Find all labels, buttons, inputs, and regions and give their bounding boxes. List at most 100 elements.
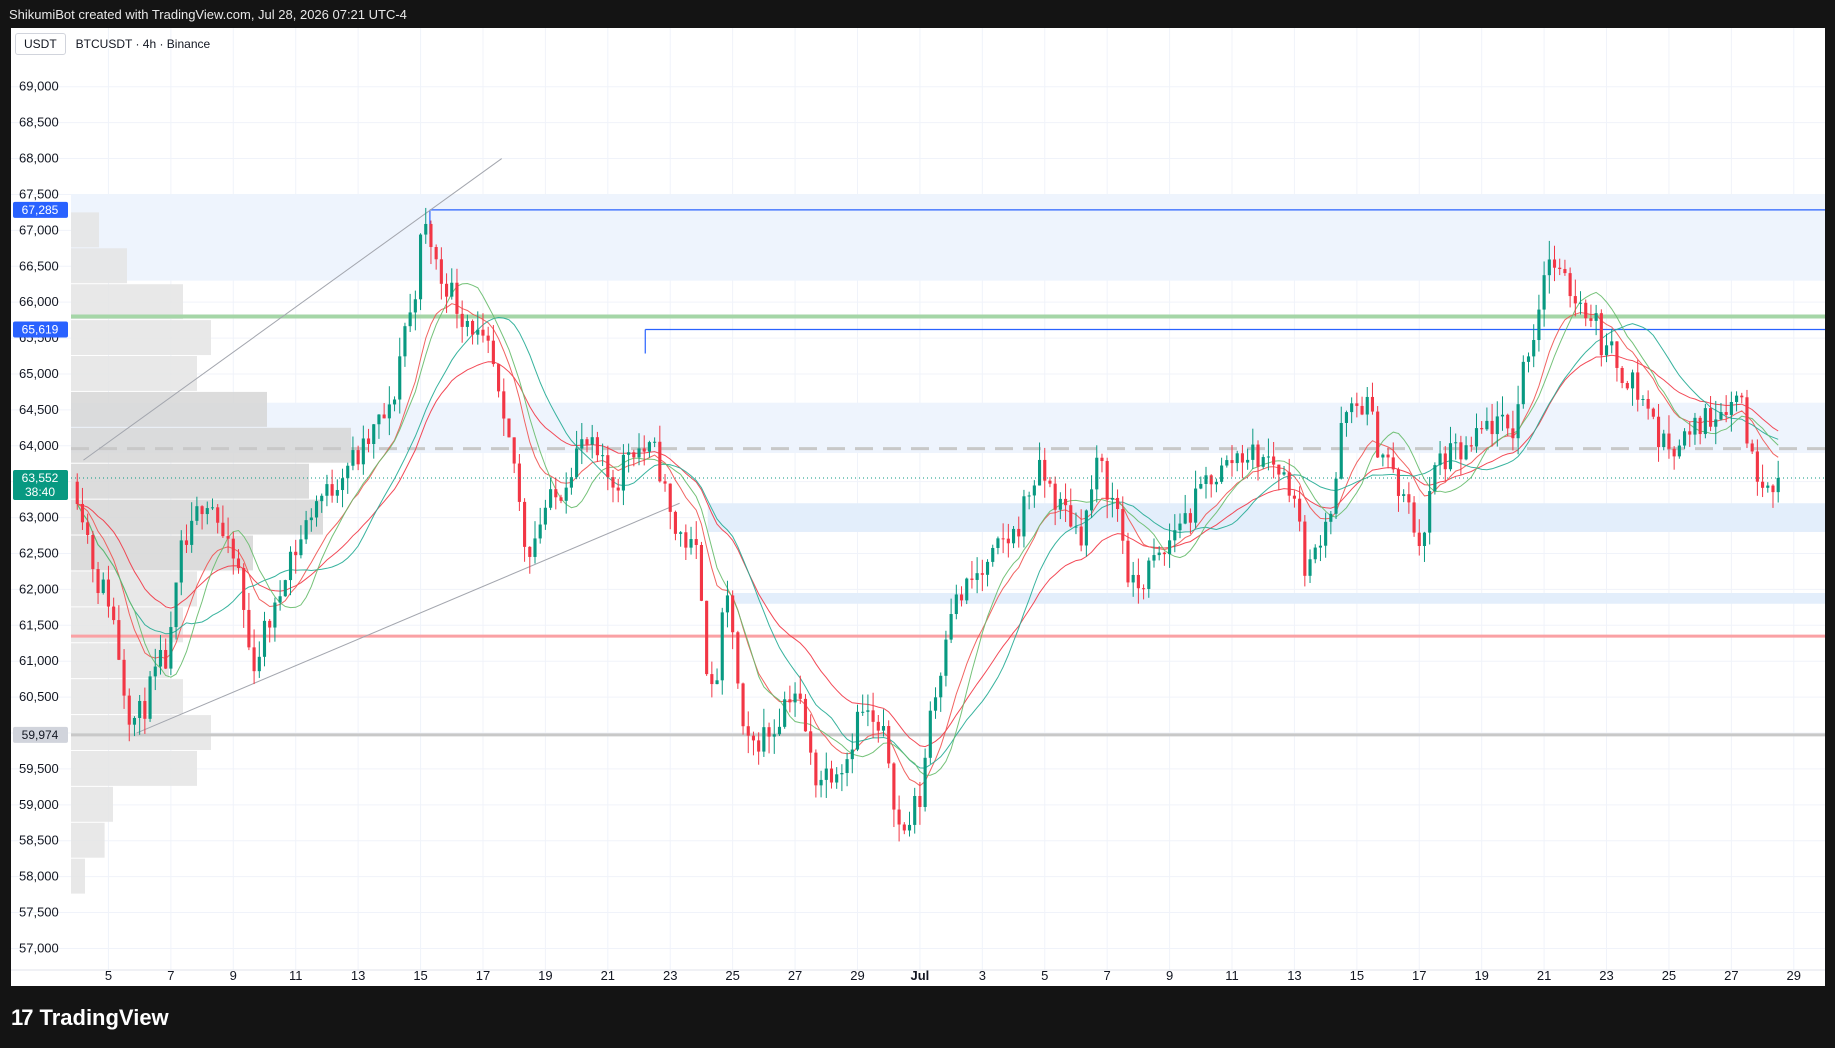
candle-body [798,693,802,699]
candle-body [569,477,573,488]
moving-average-line [77,354,1779,748]
candle-body [538,524,542,539]
trend-line [136,502,680,734]
time-axis-label: 23 [1599,968,1613,983]
candle-body [876,721,880,731]
candle-body [1776,477,1780,493]
candle-body [1480,428,1484,430]
candle-body [1750,443,1754,452]
candle-body [710,674,714,685]
volume-profile-bar [71,786,113,822]
candle-body [1037,459,1042,486]
candle-body [1625,383,1629,389]
candle-body [1433,465,1437,492]
candle-body [502,391,506,419]
price-axis-label: 61,500 [19,617,59,632]
candle-body [1698,417,1702,435]
time-axis-label: 15 [413,968,427,983]
volume-profile-bar [71,320,211,356]
candle-body [481,329,485,336]
tradingview-logo-icon: 17 [11,1005,34,1030]
candle-body [429,223,433,248]
symbol-header: USDT BTCUSDT · 4h · Binance [15,32,210,56]
candle-body [1084,510,1088,546]
candle-body [829,768,834,783]
moving-averages [76,282,1779,787]
candle-body [450,282,454,297]
volume-profile-bar [71,391,267,427]
candle-body [1220,465,1224,482]
candle-body [528,546,532,557]
time-axis-label: 13 [1287,968,1301,983]
candle-body [340,478,345,491]
candle-body [533,538,537,557]
candle-body [1771,485,1775,493]
candle-body [158,649,163,667]
price-axis-label: 66,500 [19,258,59,273]
candle-body [892,763,896,810]
candle-body [913,795,917,825]
candle-body [1011,528,1016,544]
price-axis-label: 60,500 [19,689,59,704]
candle-body [1277,464,1281,475]
candle-body [1594,313,1598,321]
candle-body [1142,588,1146,590]
candle-body [1334,478,1338,514]
candle-body [309,517,313,521]
candle-body [866,710,870,712]
candle-body [1709,408,1713,427]
moving-average-line [76,282,1779,776]
trendlines [83,158,680,734]
candle-body [1017,528,1021,537]
candle-body [122,659,126,696]
candle-body [1620,367,1624,384]
candle-body [1610,341,1614,346]
price-axis-label: 68,000 [19,151,59,166]
price-chart[interactable]: 57,00057,50058,00058,50059,00059,50060,0… [11,28,1825,986]
candle-body [601,455,605,457]
candle-body [1641,398,1645,400]
candle-body [439,259,443,284]
candle-body [335,490,339,496]
price-tag-label: 65,619 [22,323,59,337]
candle-body [86,522,90,536]
candle-body [772,734,776,737]
candle-body [486,335,490,341]
candle-body [294,551,298,556]
candle-body [1355,403,1359,406]
candle-body [1261,457,1265,467]
candle-body [325,484,329,496]
quote-currency-button[interactable]: USDT [15,33,66,55]
candle-body [138,700,142,718]
candle-body [434,247,438,260]
time-axis-label: 21 [1537,968,1551,983]
candle-body [746,726,750,736]
price-tag [13,469,68,500]
candle-body [731,595,735,633]
volume-profile-bar [71,212,99,248]
candle-body [1761,481,1765,488]
candle-body [959,594,964,601]
candle-body [1428,491,1432,533]
grid-lines [11,28,1825,970]
candle-body [762,727,766,752]
candle-body [221,522,225,537]
volume-profile-bar [71,858,85,894]
candle-body [1235,453,1239,464]
price-axis-label: 58,500 [19,833,59,848]
time-axis-label: 19 [538,968,552,983]
price-tag-countdown: 38:40 [25,485,55,499]
price-tag-label: 63,552 [22,471,59,485]
candle-body [377,414,381,425]
candle-body [1542,275,1546,310]
candle-body [1396,469,1401,496]
candle-body [975,573,979,580]
chart-frame[interactable]: 57,00057,50058,00058,50059,00059,50060,0… [11,28,1825,986]
candle-body [1282,472,1286,475]
price-axis-label: 64,000 [19,438,59,453]
candle-body [1745,397,1749,444]
candle-body [1740,395,1744,398]
candle-body [673,511,677,534]
candle-body [1532,340,1536,357]
candle-body [1599,313,1603,356]
